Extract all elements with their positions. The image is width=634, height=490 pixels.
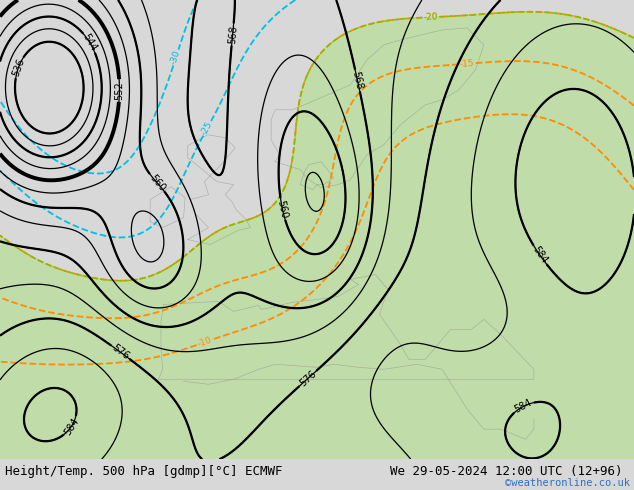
Text: 544: 544 — [81, 32, 99, 53]
Text: 536: 536 — [11, 57, 27, 78]
Text: -10: -10 — [196, 336, 213, 349]
Text: 584: 584 — [531, 245, 549, 266]
Text: Height/Temp. 500 hPa [gdmp][°C] ECMWF: Height/Temp. 500 hPa [gdmp][°C] ECMWF — [5, 465, 283, 478]
Text: 584: 584 — [513, 398, 534, 415]
Text: 560: 560 — [147, 172, 167, 193]
Text: 576: 576 — [297, 368, 318, 389]
Text: 584: 584 — [62, 416, 81, 437]
Text: 568: 568 — [227, 25, 238, 44]
Text: 560: 560 — [276, 199, 289, 219]
Text: 552: 552 — [114, 81, 124, 100]
Text: ©weatheronline.co.uk: ©weatheronline.co.uk — [505, 478, 630, 488]
Text: -30: -30 — [169, 49, 183, 66]
Text: 576: 576 — [110, 343, 131, 362]
Text: -25: -25 — [200, 120, 215, 137]
Text: -20: -20 — [423, 12, 438, 22]
Text: We 29-05-2024 12:00 UTC (12+96): We 29-05-2024 12:00 UTC (12+96) — [390, 465, 623, 478]
Text: 568: 568 — [351, 71, 365, 91]
Text: -20: -20 — [423, 12, 438, 22]
Text: -15: -15 — [460, 59, 475, 69]
